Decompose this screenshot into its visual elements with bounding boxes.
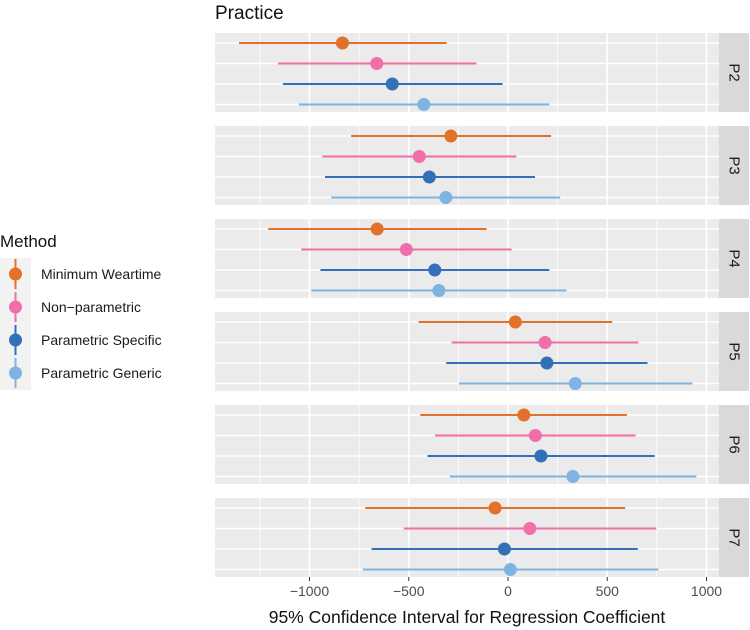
strip-label: P2 [726, 63, 743, 81]
strip-background [719, 33, 749, 112]
legend-item: Non−parametric [0, 291, 141, 324]
panels: P2 P3 P4 P5 P6 P7 [215, 33, 749, 577]
point-estimate [517, 408, 531, 422]
point-estimate [439, 191, 453, 204]
strip-label: P4 [726, 249, 743, 267]
panel-p5: P5 [215, 312, 749, 391]
chart-title: Practice [215, 3, 284, 24]
point-estimate [503, 563, 517, 576]
panel-background [215, 312, 719, 391]
strip-background [719, 126, 749, 205]
point-estimate [534, 449, 548, 463]
point-estimate [566, 470, 580, 483]
strip-label: P7 [726, 528, 743, 546]
panel-p4: P4 [215, 219, 749, 298]
point-estimate [497, 542, 511, 556]
x-tick-label: 500 [596, 583, 620, 599]
panel-p3: P3 [215, 126, 749, 205]
legend-item: Parametric Generic [0, 357, 162, 390]
point-estimate [488, 501, 502, 515]
legend-key-point [9, 267, 22, 281]
legend-label: Parametric Generic [41, 365, 162, 381]
point-estimate [422, 170, 436, 184]
point-estimate [523, 522, 537, 535]
point-estimate [568, 377, 582, 390]
point-estimate [428, 263, 442, 277]
x-tick-label: 0 [504, 583, 512, 599]
panel-background [215, 219, 719, 298]
legend: Method Minimum Weartime Non−parametric Par… [0, 232, 162, 390]
point-estimate [508, 315, 522, 329]
point-estimate [412, 150, 426, 163]
panel-p6: P6 [215, 405, 749, 484]
panel-p2: P2 [215, 33, 749, 112]
legend-key-point [9, 300, 22, 314]
point-estimate [417, 98, 431, 111]
strip-label: P6 [726, 435, 743, 453]
legend-label: Parametric Specific [41, 332, 162, 348]
point-estimate [370, 222, 384, 236]
point-estimate [540, 356, 554, 370]
x-tick-label: 1000 [691, 583, 722, 599]
legend-label: Minimum Weartime [41, 266, 162, 282]
legend-item: Minimum Weartime [0, 258, 162, 291]
point-estimate [528, 429, 542, 442]
panel-background [215, 126, 719, 205]
panel-background [215, 405, 719, 484]
strip-background [719, 219, 749, 298]
legend-label: Non−parametric [41, 299, 141, 315]
point-estimate [399, 243, 413, 256]
point-estimate [385, 77, 399, 91]
strip-label: P3 [726, 156, 743, 174]
legend-key-point [9, 366, 22, 380]
strip-background [719, 312, 749, 391]
point-estimate [370, 57, 384, 70]
point-estimate [335, 36, 349, 50]
x-axis: −1000 −500 0 500 1000 [290, 577, 722, 599]
legend-item: Parametric Specific [0, 324, 162, 357]
point-estimate [538, 336, 552, 349]
panel-background [215, 498, 719, 577]
point-estimate [432, 284, 446, 297]
x-tick-label: −500 [393, 583, 425, 599]
x-tick-label: −1000 [290, 583, 330, 599]
point-estimate [444, 129, 458, 143]
legend-title: Method [0, 232, 57, 251]
legend-key-point [9, 333, 22, 347]
panel-background [215, 33, 719, 112]
x-axis-title: 95% Confidence Interval for Regression C… [269, 607, 666, 627]
strip-background [719, 405, 749, 484]
strip-label: P5 [726, 342, 743, 360]
panel-p7: P7 [215, 498, 749, 577]
strip-background [719, 498, 749, 577]
